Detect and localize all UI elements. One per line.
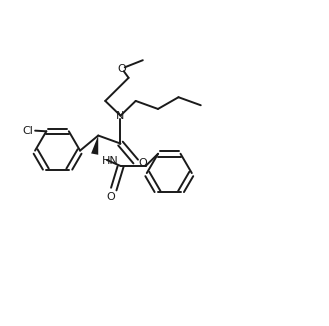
Text: N: N <box>116 111 125 121</box>
Text: O: O <box>117 64 126 74</box>
Polygon shape <box>91 136 98 155</box>
Text: O: O <box>139 158 147 168</box>
Text: HN: HN <box>102 156 119 166</box>
Text: O: O <box>107 192 115 202</box>
Text: Cl: Cl <box>23 126 34 136</box>
